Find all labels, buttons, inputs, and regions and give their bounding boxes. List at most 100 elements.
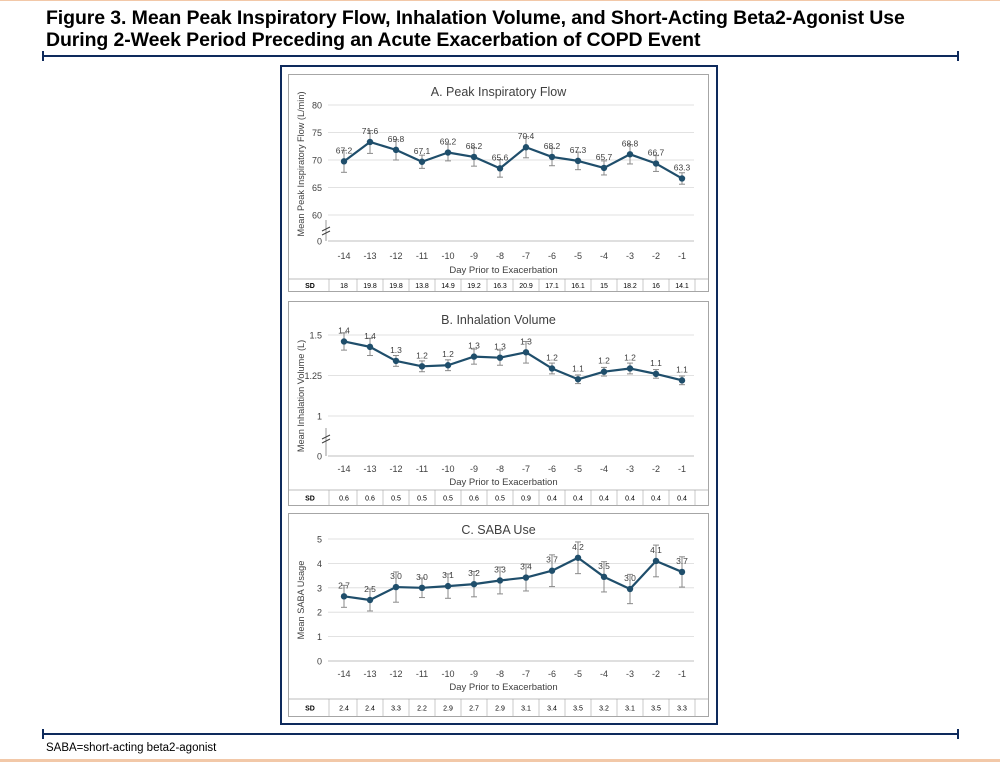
panel-b-data-label: 1.2 <box>546 352 558 362</box>
panel-c-data-point <box>574 554 582 561</box>
panel-a-y-axis-label: Mean Peak Inspiratory Flow (L/min) <box>296 91 306 236</box>
panel-a-sd-header: SD <box>305 283 315 290</box>
panel-b-x-axis-label: Day Prior to Exacerbation <box>449 477 557 488</box>
panel-a-data-label: 69.8 <box>388 134 405 144</box>
panel-a-y-tick-label: 65 <box>312 183 322 193</box>
panel-b-sd-value: 0.5 <box>443 496 453 503</box>
panel-a-sd-value: 17.1 <box>545 283 559 290</box>
panel-c-data-label: 3.2 <box>468 568 480 578</box>
panel-b-sd-value: 0.5 <box>417 496 427 503</box>
panel-b-data-point <box>574 376 582 383</box>
panel-a-y-tick-label: 80 <box>312 101 322 111</box>
panel-b-sd-value: 0.6 <box>339 496 349 503</box>
panel-a-sd-value: 16.1 <box>571 283 585 290</box>
panel-b-y-tick-label: 1.25 <box>304 371 322 381</box>
panel-c-sd-value: 2.9 <box>443 706 453 713</box>
panel-b-data-point <box>652 370 660 378</box>
panel-c-data-label: 3.7 <box>546 555 558 565</box>
panel-b-sd-value: 0.6 <box>365 496 375 503</box>
panel-c-sd-value: 3.3 <box>391 706 401 713</box>
footnote-divider <box>42 729 959 739</box>
panel-c-x-tick-label: -11 <box>416 669 428 679</box>
panel-b-sd-value: 0.4 <box>599 496 609 503</box>
panel-a-x-tick-label: -12 <box>389 251 402 261</box>
panel-c-y-tick-label: 5 <box>317 535 322 545</box>
panel-b-x-tick-label: -2 <box>652 464 660 474</box>
panel-a-sd-value: 15 <box>600 283 608 290</box>
panel-a-sd-value: 14.9 <box>441 283 455 290</box>
panel-a-data-label: 65.7 <box>596 152 613 162</box>
panel-b-data-label: 1.2 <box>416 350 428 360</box>
panel-c-data-label: 3.1 <box>442 570 454 580</box>
panel-b-data-label: 1.3 <box>390 345 402 355</box>
panel-c-sd-value: 2.4 <box>339 706 349 713</box>
panel-b-x-tick-label: -10 <box>441 464 454 474</box>
panel-b-data-label: 1.1 <box>650 358 662 368</box>
panel-a-data-point <box>522 144 530 151</box>
panel-a-data-label: 68.2 <box>544 141 561 151</box>
panel-a-sd-value: 20.9 <box>519 283 533 290</box>
panel-a-border <box>288 74 709 292</box>
panel-c-data-label: 3.0 <box>390 571 402 581</box>
panel-a-title: A. Peak Inspiratory Flow <box>431 85 567 99</box>
panel-c-y-tick-label: 0 <box>317 657 322 667</box>
panel-a-data-label: 65.6 <box>492 152 509 162</box>
panel-c-y-tick-label: 4 <box>317 559 322 569</box>
panel-a-data-label: 71.6 <box>362 126 379 136</box>
panel-a-y-tick-label: 75 <box>312 128 322 138</box>
panel-a-data-label: 67.1 <box>414 146 431 156</box>
panel-b-axis-break-mark <box>321 438 331 444</box>
panel-c-sd-header: SD <box>305 706 315 713</box>
panel-a-data-point <box>678 175 686 182</box>
panel-a-sd-value: 16.3 <box>493 283 507 290</box>
panel-b-data-label: 1.3 <box>520 336 532 346</box>
panel-a-x-tick-label: -9 <box>470 251 478 261</box>
panel-b-data-label: 1.3 <box>468 341 480 351</box>
panel-c-x-tick-label: -4 <box>600 669 608 679</box>
panel-a-x-tick-label: -5 <box>574 251 582 261</box>
panel-c-sd-value: 3.3 <box>677 706 687 713</box>
panel-c-data-label: 3.0 <box>624 573 636 583</box>
panel-c-y-tick-label: 1 <box>317 632 322 642</box>
panel-c-border <box>288 513 709 717</box>
panel-b-x-tick-label: -3 <box>626 464 634 474</box>
panel-c-x-tick-label: -2 <box>652 669 660 679</box>
panel-b-data-point <box>626 365 634 372</box>
panel-a-data-point <box>418 158 426 165</box>
panel-c-y-tick-label: 3 <box>317 583 322 593</box>
panel-b-series-line <box>343 340 683 382</box>
panel-c-data-label: 4.2 <box>572 542 584 552</box>
panel-c-x-tick-label: -13 <box>363 669 376 679</box>
panel-a-data-point <box>340 158 348 165</box>
panel-c-data-point <box>444 582 452 590</box>
panel-a-sd-value: 16 <box>652 283 660 290</box>
panel-a-x-axis-label: Day Prior to Exacerbation <box>449 265 557 276</box>
panel-b-sd-value: 0.4 <box>677 496 687 503</box>
panel-a-data-point <box>444 149 452 156</box>
panel-a-y-tick-label: 60 <box>312 211 322 221</box>
panel-c-data-label: 2.5 <box>364 584 376 594</box>
panel-b-x-tick-label: -13 <box>363 464 376 474</box>
panel-c-x-tick-label: -7 <box>522 669 530 679</box>
panel-c-data-label: 3.7 <box>676 556 688 566</box>
panel-c-x-tick-label: -8 <box>496 669 504 679</box>
panel-c-y-tick-label: 2 <box>317 608 322 618</box>
figure-title-line-1: Figure 3. Mean Peak Inspiratory Flow, In… <box>46 7 905 29</box>
panel-a-data-point <box>470 153 478 161</box>
panel-a-data-point <box>548 153 556 161</box>
panel-b-title: B. Inhalation Volume <box>441 313 556 327</box>
panel-c-sd-value: 2.9 <box>495 706 505 713</box>
panel-c-sd-value: 3.1 <box>521 706 531 713</box>
bottom-accent-line <box>0 759 1000 762</box>
panel-c-x-tick-label: -14 <box>337 669 350 679</box>
panel-c-data-label: 3.5 <box>598 561 610 571</box>
panel-a-data-point <box>496 165 504 172</box>
panel-a-x-tick-label: -4 <box>600 251 608 261</box>
panel-b-data-point <box>340 338 348 345</box>
panel-c-x-axis-label: Day Prior to Exacerbation <box>449 682 557 693</box>
panel-c-data-point <box>340 593 348 600</box>
panel-a-data-point <box>366 138 374 146</box>
panel-b-sd-value: 0.5 <box>495 496 505 503</box>
panel-a-data-point <box>626 151 634 158</box>
panel-c-data-point <box>600 573 608 581</box>
